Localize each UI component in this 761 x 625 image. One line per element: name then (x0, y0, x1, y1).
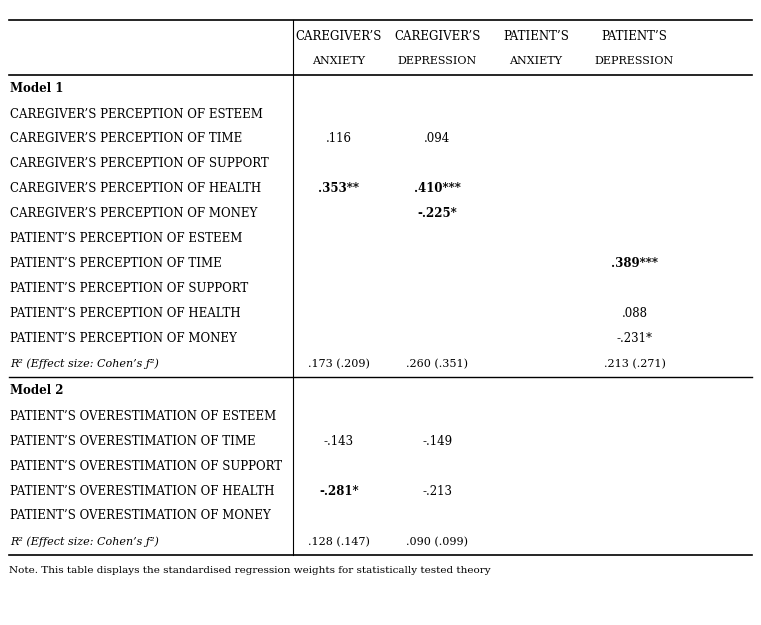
Text: .088: .088 (622, 307, 648, 319)
Text: .260 (.351): .260 (.351) (406, 359, 468, 369)
Text: PATIENT’S: PATIENT’S (503, 30, 569, 42)
Text: ANXIETY: ANXIETY (312, 56, 365, 66)
Text: Note. This table displays the standardised regression weights for statistically : Note. This table displays the standardis… (9, 566, 491, 575)
Text: CAREGIVER’S PERCEPTION OF ESTEEM: CAREGIVER’S PERCEPTION OF ESTEEM (11, 107, 263, 121)
Text: DEPRESSION: DEPRESSION (595, 56, 674, 66)
Text: PATIENT’S OVERESTIMATION OF TIME: PATIENT’S OVERESTIMATION OF TIME (11, 435, 256, 447)
Text: R² (Effect size: Cohen’s ƒ²): R² (Effect size: Cohen’s ƒ²) (11, 536, 159, 547)
Text: -.149: -.149 (422, 435, 453, 447)
Text: PATIENT’S OVERESTIMATION OF MONEY: PATIENT’S OVERESTIMATION OF MONEY (11, 509, 271, 522)
Text: PATIENT’S OVERESTIMATION OF SUPPORT: PATIENT’S OVERESTIMATION OF SUPPORT (11, 460, 282, 472)
Text: CAREGIVER’S: CAREGIVER’S (295, 30, 382, 42)
Text: -.213: -.213 (422, 484, 452, 498)
Text: DEPRESSION: DEPRESSION (398, 56, 477, 66)
Text: PATIENT’S OVERESTIMATION OF HEALTH: PATIENT’S OVERESTIMATION OF HEALTH (11, 484, 275, 498)
Text: .173 (.209): .173 (.209) (308, 359, 370, 369)
Text: .353**: .353** (318, 182, 359, 195)
Text: .116: .116 (326, 132, 352, 146)
Text: -.281*: -.281* (319, 484, 358, 498)
Text: PATIENT’S PERCEPTION OF TIME: PATIENT’S PERCEPTION OF TIME (11, 257, 222, 270)
Text: PATIENT’S PERCEPTION OF SUPPORT: PATIENT’S PERCEPTION OF SUPPORT (11, 282, 249, 295)
Text: PATIENT’S PERCEPTION OF HEALTH: PATIENT’S PERCEPTION OF HEALTH (11, 307, 241, 319)
Text: Model 2: Model 2 (11, 384, 64, 397)
Text: PATIENT’S PERCEPTION OF ESTEEM: PATIENT’S PERCEPTION OF ESTEEM (11, 232, 243, 245)
Text: .213 (.271): .213 (.271) (603, 359, 665, 369)
Text: CAREGIVER’S PERCEPTION OF SUPPORT: CAREGIVER’S PERCEPTION OF SUPPORT (11, 158, 269, 170)
Text: .410***: .410*** (414, 182, 461, 195)
Text: -.225*: -.225* (418, 207, 457, 220)
Text: CAREGIVER’S: CAREGIVER’S (394, 30, 480, 42)
Text: CAREGIVER’S PERCEPTION OF HEALTH: CAREGIVER’S PERCEPTION OF HEALTH (11, 182, 262, 195)
Text: ANXIETY: ANXIETY (509, 56, 562, 66)
Text: CAREGIVER’S PERCEPTION OF TIME: CAREGIVER’S PERCEPTION OF TIME (11, 132, 243, 146)
Text: Model 1: Model 1 (11, 82, 64, 95)
Text: .094: .094 (424, 132, 451, 146)
Text: .128 (.147): .128 (.147) (308, 537, 370, 547)
Text: -.143: -.143 (323, 435, 354, 447)
Text: PATIENT’S: PATIENT’S (601, 30, 667, 42)
Text: .389***: .389*** (611, 257, 658, 270)
Text: PATIENT’S OVERESTIMATION OF ESTEEM: PATIENT’S OVERESTIMATION OF ESTEEM (11, 410, 277, 423)
Text: .090 (.099): .090 (.099) (406, 537, 468, 547)
Text: -.231*: -.231* (616, 331, 652, 344)
Text: PATIENT’S PERCEPTION OF MONEY: PATIENT’S PERCEPTION OF MONEY (11, 331, 237, 344)
Text: R² (Effect size: Cohen’s ƒ²): R² (Effect size: Cohen’s ƒ²) (11, 359, 159, 369)
Text: CAREGIVER’S PERCEPTION OF MONEY: CAREGIVER’S PERCEPTION OF MONEY (11, 207, 258, 220)
